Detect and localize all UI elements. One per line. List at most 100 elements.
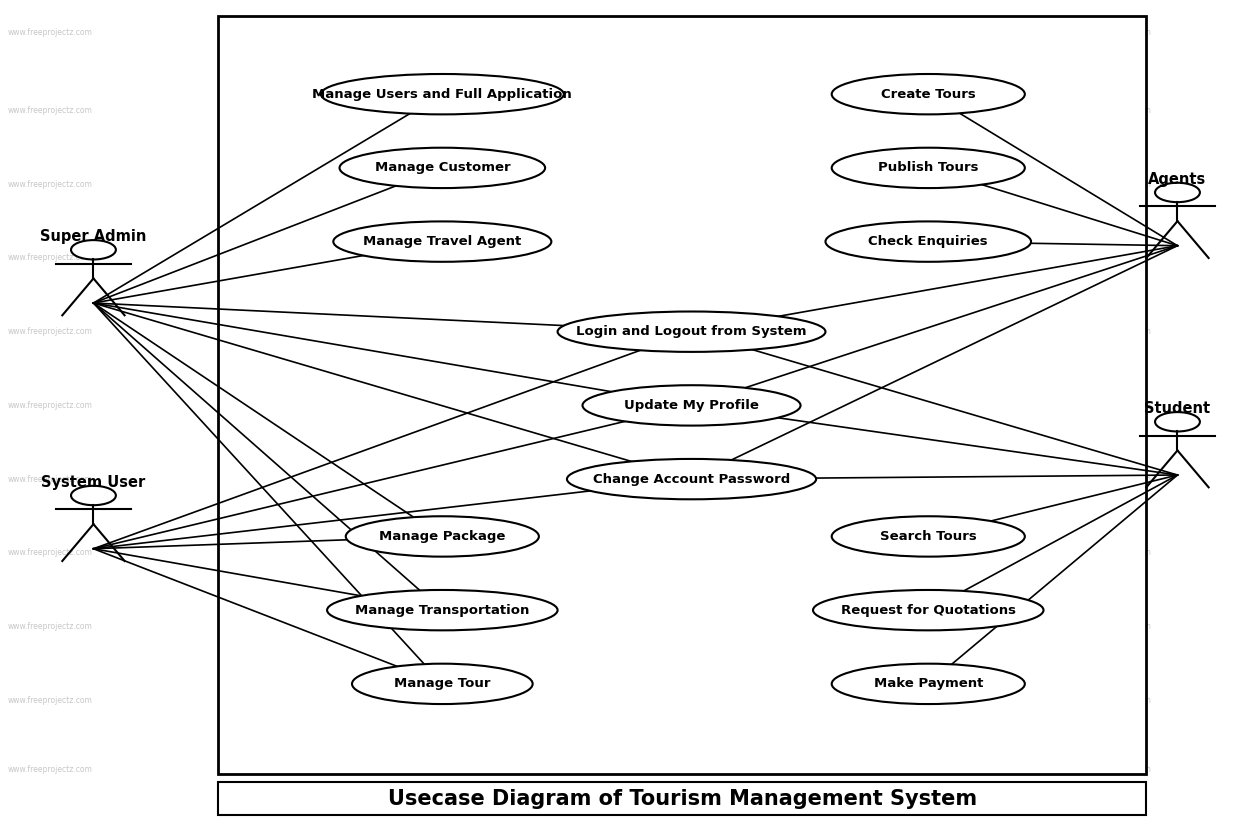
Text: www.freeprojectz.com: www.freeprojectz.com [7,401,92,410]
Text: www.freeprojectz.com: www.freeprojectz.com [1067,106,1151,115]
Text: www.freeprojectz.com: www.freeprojectz.com [855,328,939,336]
Text: www.freeprojectz.com: www.freeprojectz.com [1067,475,1151,483]
Text: www.freeprojectz.com: www.freeprojectz.com [219,696,304,704]
Text: Change Account Password: Change Account Password [593,473,790,486]
Text: www.freeprojectz.com: www.freeprojectz.com [1067,180,1151,188]
Text: www.freeprojectz.com: www.freeprojectz.com [855,180,939,188]
Ellipse shape [353,663,533,704]
Text: www.freeprojectz.com: www.freeprojectz.com [219,29,304,37]
Text: www.freeprojectz.com: www.freeprojectz.com [1067,766,1151,774]
Text: Make Payment: Make Payment [873,677,983,690]
Text: www.freeprojectz.com: www.freeprojectz.com [1067,401,1151,410]
Ellipse shape [567,459,816,500]
Text: www.freeprojectz.com: www.freeprojectz.com [431,766,516,774]
Bar [218,16,1146,774]
Text: Request for Quotations: Request for Quotations [841,604,1015,617]
Ellipse shape [1155,183,1200,202]
Text: www.freeprojectz.com: www.freeprojectz.com [855,254,939,262]
Text: www.freeprojectz.com: www.freeprojectz.com [855,696,939,704]
Text: www.freeprojectz.com: www.freeprojectz.com [855,622,939,631]
Text: www.freeprojectz.com: www.freeprojectz.com [219,328,304,336]
Ellipse shape [345,516,538,557]
Text: www.freeprojectz.com: www.freeprojectz.com [431,180,516,188]
Ellipse shape [326,590,558,631]
Text: Manage Tour: Manage Tour [394,677,491,690]
Text: Manage Users and Full Application: Manage Users and Full Application [313,88,572,101]
Text: www.freeprojectz.com: www.freeprojectz.com [7,622,92,631]
Text: Student: Student [1144,401,1211,416]
Text: www.freeprojectz.com: www.freeprojectz.com [219,254,304,262]
Text: www.freeprojectz.com: www.freeprojectz.com [643,622,728,631]
Text: www.freeprojectz.com: www.freeprojectz.com [431,696,516,704]
Text: www.freeprojectz.com: www.freeprojectz.com [7,766,92,774]
Ellipse shape [832,516,1024,557]
Ellipse shape [583,385,801,426]
Text: Super Admin: Super Admin [40,229,147,244]
Text: www.freeprojectz.com: www.freeprojectz.com [431,475,516,483]
Text: www.freeprojectz.com: www.freeprojectz.com [855,401,939,410]
Text: Manage Travel Agent: Manage Travel Agent [363,235,522,248]
Text: Agents: Agents [1149,172,1206,187]
Text: www.freeprojectz.com: www.freeprojectz.com [219,106,304,115]
Text: www.freeprojectz.com: www.freeprojectz.com [1067,29,1151,37]
Text: System User: System User [41,475,146,490]
Text: www.freeprojectz.com: www.freeprojectz.com [855,106,939,115]
Text: www.freeprojectz.com: www.freeprojectz.com [855,475,939,483]
Text: www.freeprojectz.com: www.freeprojectz.com [431,254,516,262]
Ellipse shape [320,74,563,115]
Ellipse shape [71,486,116,505]
Text: www.freeprojectz.com: www.freeprojectz.com [643,328,728,336]
Ellipse shape [812,590,1044,631]
Text: www.freeprojectz.com: www.freeprojectz.com [643,254,728,262]
Text: www.freeprojectz.com: www.freeprojectz.com [643,401,728,410]
Text: www.freeprojectz.com: www.freeprojectz.com [1067,622,1151,631]
Text: www.freeprojectz.com: www.freeprojectz.com [855,549,939,557]
Text: www.freeprojectz.com: www.freeprojectz.com [643,696,728,704]
Text: www.freeprojectz.com: www.freeprojectz.com [219,475,304,483]
Ellipse shape [71,240,116,260]
Text: www.freeprojectz.com: www.freeprojectz.com [7,29,92,37]
Text: www.freeprojectz.com: www.freeprojectz.com [855,766,939,774]
Text: www.freeprojectz.com: www.freeprojectz.com [643,106,728,115]
Text: Create Tours: Create Tours [881,88,976,101]
Text: www.freeprojectz.com: www.freeprojectz.com [431,328,516,336]
Text: www.freeprojectz.com: www.freeprojectz.com [431,401,516,410]
Text: Login and Logout from System: Login and Logout from System [577,325,806,338]
Text: www.freeprojectz.com: www.freeprojectz.com [1067,254,1151,262]
Ellipse shape [825,221,1032,262]
Text: www.freeprojectz.com: www.freeprojectz.com [643,180,728,188]
Text: www.freeprojectz.com: www.freeprojectz.com [219,401,304,410]
Text: www.freeprojectz.com: www.freeprojectz.com [431,29,516,37]
Text: www.freeprojectz.com: www.freeprojectz.com [219,180,304,188]
Text: Usecase Diagram of Tourism Management System: Usecase Diagram of Tourism Management Sy… [388,789,977,808]
Text: www.freeprojectz.com: www.freeprojectz.com [1067,696,1151,704]
Text: www.freeprojectz.com: www.freeprojectz.com [7,549,92,557]
Text: Manage Package: Manage Package [379,530,506,543]
Text: Update My Profile: Update My Profile [624,399,759,412]
Text: Publish Tours: Publish Tours [878,161,978,174]
Text: Search Tours: Search Tours [880,530,977,543]
Text: www.freeprojectz.com: www.freeprojectz.com [1067,549,1151,557]
Text: www.freeprojectz.com: www.freeprojectz.com [7,106,92,115]
Text: www.freeprojectz.com: www.freeprojectz.com [7,180,92,188]
Text: www.freeprojectz.com: www.freeprojectz.com [7,328,92,336]
Text: www.freeprojectz.com: www.freeprojectz.com [643,549,728,557]
Text: www.freeprojectz.com: www.freeprojectz.com [7,475,92,483]
Text: Manage Transportation: Manage Transportation [355,604,530,617]
Text: www.freeprojectz.com: www.freeprojectz.com [7,696,92,704]
Text: Check Enquiries: Check Enquiries [868,235,988,248]
Ellipse shape [832,147,1024,188]
Text: www.freeprojectz.com: www.freeprojectz.com [431,622,516,631]
Ellipse shape [334,221,551,262]
Text: www.freeprojectz.com: www.freeprojectz.com [219,549,304,557]
Text: www.freeprojectz.com: www.freeprojectz.com [855,29,939,37]
Bar [218,782,1146,815]
Text: www.freeprojectz.com: www.freeprojectz.com [1067,328,1151,336]
Text: www.freeprojectz.com: www.freeprojectz.com [643,29,728,37]
Ellipse shape [832,74,1024,115]
Text: www.freeprojectz.com: www.freeprojectz.com [643,475,728,483]
Text: www.freeprojectz.com: www.freeprojectz.com [431,549,516,557]
Ellipse shape [339,147,546,188]
Ellipse shape [1155,412,1200,432]
Text: www.freeprojectz.com: www.freeprojectz.com [643,766,728,774]
